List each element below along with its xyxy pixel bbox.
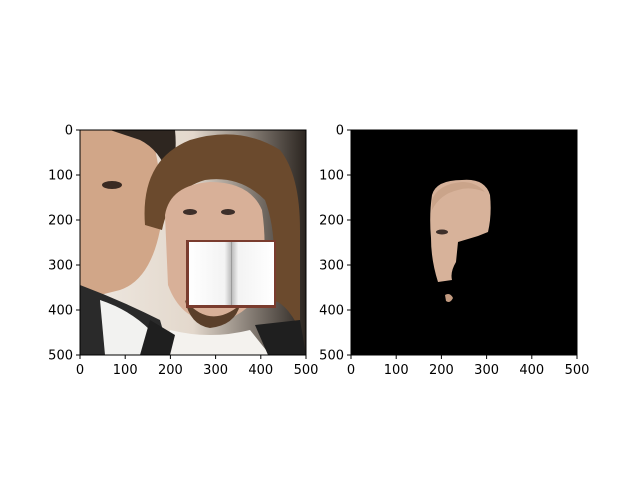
left-y-tick-label: 300 (48, 259, 73, 274)
left-x-tick-label: 0 (76, 363, 84, 378)
book-page-left (189, 242, 231, 305)
right-x-tick-label: 0 (347, 363, 355, 378)
right-person-hair (144, 134, 300, 330)
book-overlay (186, 240, 276, 308)
left-person-eye (102, 181, 122, 189)
left-x-tick-label: 500 (294, 363, 319, 378)
right-x-tick-label: 200 (429, 363, 454, 378)
right-y-tick-label: 300 (319, 259, 344, 274)
left-x-tick-label: 200 (158, 363, 183, 378)
right-person-jacket (140, 320, 175, 355)
left-x-tick-label: 300 (203, 363, 228, 378)
right-x-tick-label: 100 (384, 363, 409, 378)
right-person-eye-right (221, 209, 235, 215)
right-y-tick-label: 400 (319, 304, 344, 319)
left-axes-frame (79, 129, 307, 356)
right-x-tick-label: 300 (474, 363, 499, 378)
right-person-beard (185, 300, 240, 328)
left-person-face (80, 130, 162, 300)
right-x-tick-label: 500 (565, 363, 590, 378)
right-y-tick-label: 0 (336, 124, 344, 139)
left-x-tick-label: 100 (113, 363, 138, 378)
masked-face-eye (436, 229, 448, 235)
masked-beard-fragment (445, 294, 453, 302)
right-y-tick-label: 500 (319, 349, 344, 364)
right-person-shirt (165, 330, 270, 355)
left-y-tick-label: 500 (48, 349, 73, 364)
right-image-panel (351, 130, 577, 355)
left-image-panel (80, 130, 306, 355)
right-person-eye-left (183, 209, 197, 215)
masked-face-region (430, 179, 491, 282)
left-y-tick-label: 0 (65, 124, 73, 139)
left-y-tick-label: 400 (48, 304, 73, 319)
left-x-tick-label: 400 (248, 363, 273, 378)
left-person-hair (110, 130, 176, 175)
right-person-jacket-right (255, 320, 306, 355)
left-y-tick-label: 200 (48, 214, 73, 229)
mask-background (351, 130, 577, 355)
right-y-tick-label: 100 (319, 169, 344, 184)
right-axes-frame (350, 129, 578, 356)
right-y-tick-label: 200 (319, 214, 344, 229)
left-y-tick-label: 100 (48, 169, 73, 184)
masked-hair-edge (432, 182, 485, 210)
book-page-right (232, 242, 274, 305)
left-person-collar (100, 300, 150, 355)
right-x-tick-label: 400 (519, 363, 544, 378)
